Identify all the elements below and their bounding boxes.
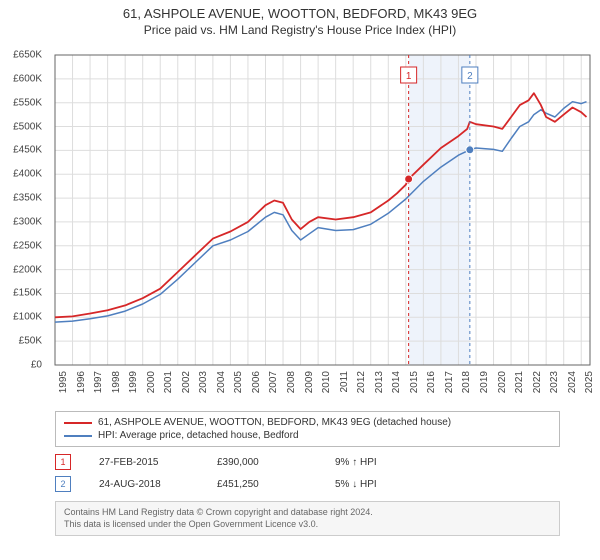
x-axis-label: 1998: [111, 371, 122, 393]
footer-line: This data is licensed under the Open Gov…: [64, 519, 551, 531]
transaction-price: £390,000: [217, 457, 307, 468]
footer-box: Contains HM Land Registry data © Crown c…: [55, 501, 560, 536]
svg-text:2: 2: [467, 71, 473, 82]
transaction-badge: 2: [55, 476, 71, 492]
y-axis-label: £250K: [13, 240, 42, 251]
y-axis-label: £100K: [13, 312, 42, 323]
x-axis-label: 2009: [304, 371, 315, 393]
x-axis-label: 1996: [76, 371, 87, 393]
x-axis-label: 2012: [356, 371, 367, 393]
y-axis-label: £300K: [13, 216, 42, 227]
transaction-number: 2: [60, 479, 65, 489]
x-axis-label: 2011: [339, 371, 350, 393]
chart-subtitle: Price paid vs. HM Land Registry's House …: [0, 21, 600, 45]
x-axis-label: 1997: [93, 371, 104, 393]
legend-swatch: [64, 435, 92, 437]
transaction-price: £451,250: [217, 479, 307, 490]
x-axis-label: 2020: [497, 371, 508, 393]
y-axis-label: £400K: [13, 169, 42, 180]
legend-label: HPI: Average price, detached house, Bedf…: [98, 430, 299, 441]
x-axis-label: 1999: [128, 371, 139, 393]
transaction-row: 1 27-FEB-2015 £390,000 9% ↑ HPI: [55, 451, 560, 473]
x-axis-label: 2014: [391, 371, 402, 393]
y-axis-label: £450K: [13, 145, 42, 156]
x-axis-label: 2021: [514, 371, 525, 393]
y-axis-label: £50K: [19, 336, 42, 347]
chart-svg: 12: [0, 45, 600, 405]
legend-swatch: [64, 422, 92, 424]
x-axis-label: 2023: [549, 371, 560, 393]
x-axis-label: 2003: [198, 371, 209, 393]
x-axis-label: 2015: [409, 371, 420, 393]
x-axis-label: 2013: [374, 371, 385, 393]
footer-line: Contains HM Land Registry data © Crown c…: [64, 507, 551, 519]
x-axis-label: 2017: [444, 371, 455, 393]
x-axis-label: 2008: [286, 371, 297, 393]
x-axis-label: 2018: [461, 371, 472, 393]
transaction-number: 1: [60, 457, 65, 467]
x-axis-label: 2004: [216, 371, 227, 393]
y-axis-label: £200K: [13, 264, 42, 275]
chart-container: 61, ASHPOLE AVENUE, WOOTTON, BEDFORD, MK…: [0, 0, 600, 536]
x-axis-label: 2025: [584, 371, 595, 393]
y-axis-label: £600K: [13, 73, 42, 84]
x-axis-label: 1995: [58, 371, 69, 393]
transaction-date: 24-AUG-2018: [99, 479, 189, 490]
x-axis-label: 2024: [567, 371, 578, 393]
chart-title: 61, ASHPOLE AVENUE, WOOTTON, BEDFORD, MK…: [0, 0, 600, 21]
svg-text:1: 1: [406, 71, 412, 82]
y-axis-label: £550K: [13, 97, 42, 108]
x-axis-label: 2010: [321, 371, 332, 393]
y-axis-label: £0: [31, 360, 42, 371]
legend-label: 61, ASHPOLE AVENUE, WOOTTON, BEDFORD, MK…: [98, 417, 451, 428]
plot-area: 12 £0£50K£100K£150K£200K£250K£300K£350K£…: [0, 45, 600, 405]
transactions-table: 1 27-FEB-2015 £390,000 9% ↑ HPI 2 24-AUG…: [55, 451, 560, 495]
legend-box: 61, ASHPOLE AVENUE, WOOTTON, BEDFORD, MK…: [55, 411, 560, 447]
y-axis-label: £500K: [13, 121, 42, 132]
x-axis-label: 2016: [426, 371, 437, 393]
x-axis-label: 2019: [479, 371, 490, 393]
y-axis-label: £150K: [13, 288, 42, 299]
y-axis-label: £350K: [13, 193, 42, 204]
x-axis-label: 2007: [268, 371, 279, 393]
y-axis-label: £650K: [13, 50, 42, 61]
transaction-date: 27-FEB-2015: [99, 457, 189, 468]
x-axis-label: 2001: [163, 371, 174, 393]
x-axis-label: 2006: [251, 371, 262, 393]
x-axis-label: 2022: [532, 371, 543, 393]
transaction-delta: 9% ↑ HPI: [335, 457, 425, 468]
legend-item: HPI: Average price, detached house, Bedf…: [64, 429, 551, 442]
legend-item: 61, ASHPOLE AVENUE, WOOTTON, BEDFORD, MK…: [64, 416, 551, 429]
transaction-badge: 1: [55, 454, 71, 470]
x-axis-label: 2002: [181, 371, 192, 393]
x-axis-label: 2005: [233, 371, 244, 393]
x-axis-label: 2000: [146, 371, 157, 393]
transaction-row: 2 24-AUG-2018 £451,250 5% ↓ HPI: [55, 473, 560, 495]
transaction-delta: 5% ↓ HPI: [335, 479, 425, 490]
